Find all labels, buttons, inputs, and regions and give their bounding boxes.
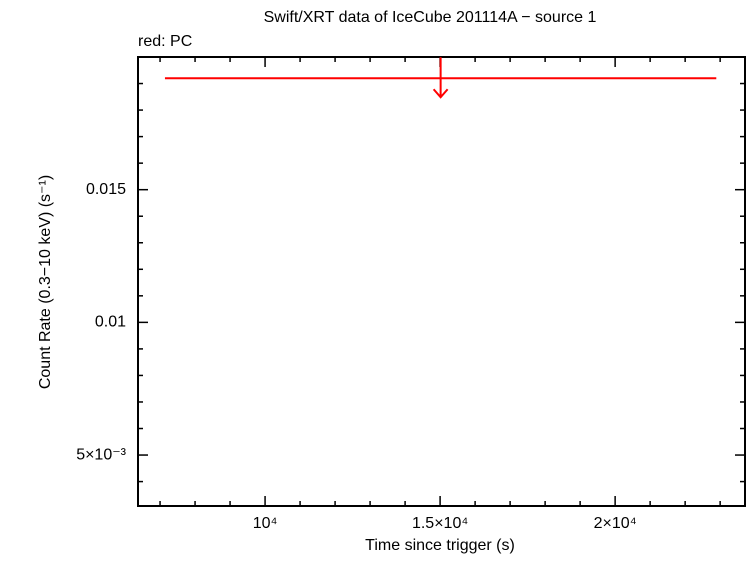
y-tick-label: 0.015 (86, 181, 126, 198)
chart-subtitle: red: PC (138, 33, 192, 50)
y-tick-label: 0.01 (95, 314, 126, 331)
chart-title: Swift/XRT data of IceCube 201114A − sour… (264, 9, 597, 26)
x-tick-label: 1.5×10⁴ (412, 515, 468, 532)
x-tick-label: 10⁴ (253, 515, 278, 532)
x-tick-label: 2×10⁴ (594, 515, 637, 532)
plot-frame (137, 56, 746, 507)
upper-limit-arrow (432, 57, 449, 99)
x-axis-label: Time since trigger (s) (365, 537, 515, 554)
y-tick-label: 5×10⁻³ (76, 446, 126, 463)
y-axis-label: Count Rate (0.3−10 keV) (s⁻¹) (37, 175, 54, 389)
